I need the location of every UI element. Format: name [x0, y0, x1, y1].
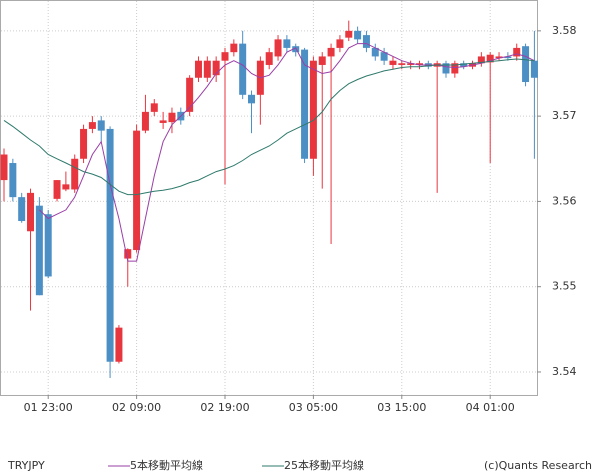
x-tick-label: 04 01:00	[466, 401, 515, 414]
candle-body	[274, 39, 282, 57]
x-tick-label: 03 05:00	[289, 401, 338, 414]
candle-body	[265, 52, 273, 65]
credit: (c)Quants Research	[484, 459, 592, 472]
candle-body	[0, 154, 8, 181]
candle-body	[309, 60, 317, 159]
candle-body	[504, 56, 512, 59]
candle-body	[345, 30, 353, 38]
candle-body	[35, 205, 43, 296]
candle-body	[389, 60, 397, 65]
candle-body	[194, 60, 202, 78]
legend-label: 5本移動平均線	[130, 458, 203, 472]
candle-body	[522, 46, 530, 83]
candle-body	[53, 180, 61, 199]
ma-line	[3, 58, 535, 196]
candle-body	[239, 43, 247, 95]
candle-body	[124, 249, 132, 259]
candle-body	[248, 94, 256, 104]
candle-body	[371, 47, 379, 57]
candle-body	[88, 122, 96, 129]
x-tick-label: 01 23:00	[24, 401, 73, 414]
candle-body	[327, 47, 335, 57]
candle-body	[362, 35, 370, 48]
candle-body	[230, 43, 238, 53]
candle-body	[159, 120, 167, 123]
candle-body	[44, 214, 52, 277]
candle-body	[354, 30, 362, 40]
symbol: TRYJPY	[7, 459, 45, 472]
candle-body	[477, 56, 485, 64]
ma-line	[39, 43, 535, 262]
candle-body	[486, 54, 494, 63]
candle-body	[115, 327, 123, 362]
candle-body	[186, 77, 194, 112]
candle-body	[221, 52, 229, 61]
x-tick-label: 03 15:00	[377, 401, 426, 414]
candle-body	[442, 63, 450, 74]
candle-body	[460, 63, 468, 67]
candle-body	[451, 63, 459, 74]
y-tick-label: 3.55	[552, 280, 577, 293]
candle-body	[141, 111, 149, 131]
y-tick-label: 3.58	[552, 24, 577, 37]
candle-body	[106, 128, 114, 362]
candle-body	[398, 63, 406, 65]
candle-body	[168, 112, 176, 123]
x-tick-label: 02 19:00	[200, 401, 249, 414]
x-tick-label: 02 09:00	[112, 401, 161, 414]
candle-body	[71, 158, 79, 190]
candle-body	[283, 39, 291, 48]
candle-body	[301, 49, 309, 159]
y-tick-label: 3.56	[552, 194, 577, 207]
y-tick-label: 3.54	[552, 365, 577, 378]
candle-body	[212, 60, 220, 76]
candle-body	[513, 47, 521, 57]
candle-body	[530, 60, 538, 78]
candle-body	[203, 60, 211, 78]
candle-body	[150, 103, 158, 112]
candle-body	[18, 197, 26, 222]
y-tick-label: 3.57	[552, 109, 577, 122]
candle-body	[9, 163, 17, 198]
candle-body	[318, 56, 326, 65]
candle-body	[80, 128, 88, 159]
candle-body	[415, 63, 423, 65]
candle-body	[292, 46, 300, 53]
candle-body	[407, 63, 415, 65]
candle-body	[495, 56, 503, 59]
candle-body	[62, 184, 70, 190]
candle-body	[336, 39, 344, 48]
candle-body	[133, 130, 141, 251]
candle-body	[27, 192, 35, 232]
candle-body	[97, 120, 105, 131]
candle-body	[380, 52, 388, 61]
legend-label: 25本移動平均線	[284, 458, 364, 472]
